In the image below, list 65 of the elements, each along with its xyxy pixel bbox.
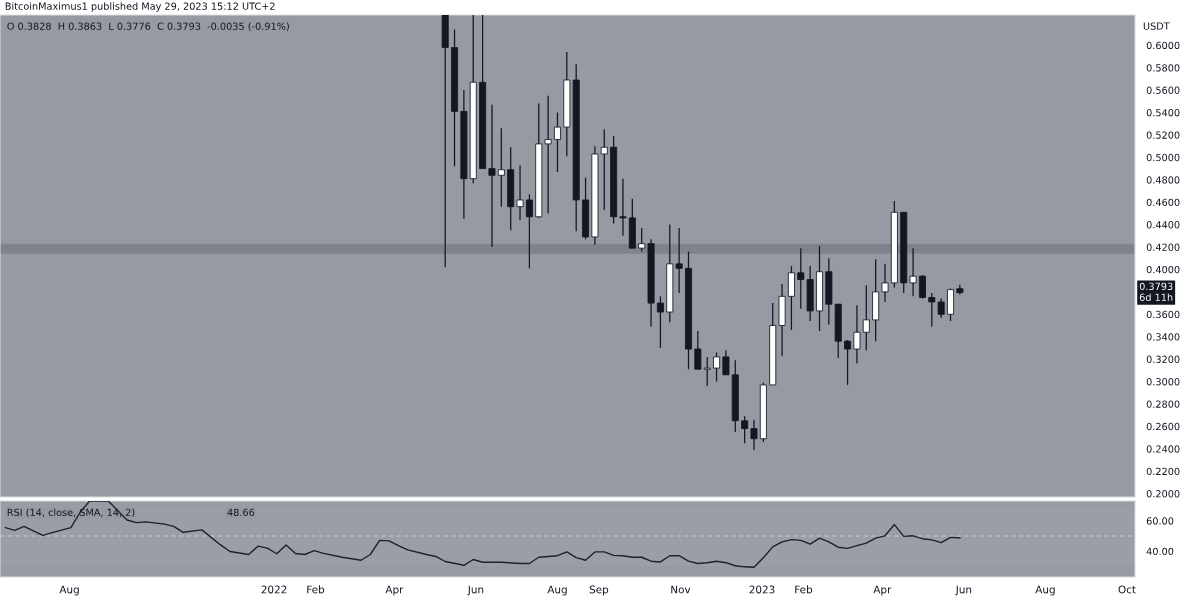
y-axis-title: USDT xyxy=(1143,22,1170,30)
candlestick xyxy=(497,127,505,208)
y-tick-label: 0.2200 xyxy=(1146,467,1180,476)
y-tick-label: 0.4600 xyxy=(1146,198,1180,207)
candlestick xyxy=(656,295,664,349)
y-tick-label: 0.5800 xyxy=(1146,64,1180,72)
y-tick-label: 0.4400 xyxy=(1146,221,1180,229)
y-tick-label: 0.2000 xyxy=(1146,490,1180,498)
annotation: 0.3793 6d 11h xyxy=(1139,282,1173,301)
y-tick-label: 0.5600 xyxy=(1146,86,1180,94)
candlestick xyxy=(553,111,561,173)
y-tick-label: 0.4800 xyxy=(1146,176,1180,184)
y-tick-label: 0.3600 xyxy=(1146,310,1180,319)
y-tick-label: 60.00 xyxy=(1146,517,1174,525)
candlestick xyxy=(713,351,721,383)
y-tick-label: 0.3000 xyxy=(1146,378,1180,386)
x-tick-label: Oct xyxy=(1118,585,1136,594)
x-tick-label: Feb xyxy=(795,585,813,594)
candlestick xyxy=(741,415,749,444)
y-tick-label: 0.6000 xyxy=(1146,41,1180,50)
y-tick-label: 0.2600 xyxy=(1146,422,1180,431)
x-tick-label: Aug xyxy=(59,585,79,596)
candlestick xyxy=(525,193,533,269)
candlestick xyxy=(750,419,758,451)
candlestick xyxy=(862,284,870,351)
candlestick xyxy=(918,274,926,300)
candlestick xyxy=(909,247,917,297)
annotation: 48.66 xyxy=(227,508,255,516)
x-tick-label: Apr xyxy=(873,585,892,596)
y-tick-label: 0.4000 xyxy=(1146,265,1180,274)
x-tick-label: Aug xyxy=(547,585,567,596)
text: BitcoinMaximus1 published May 29, 2023 15:12 UTC+2 xyxy=(5,2,275,12)
candlestick xyxy=(844,339,852,386)
annotation: O 0.3828 H 0.3863 L 0.3776 C 0.3793 -0.0035 (-0.91%) xyxy=(7,22,289,32)
candlestick xyxy=(722,349,730,376)
x-tick-label: Nov xyxy=(671,585,691,594)
candlestick xyxy=(638,227,646,253)
candlestick xyxy=(516,164,524,221)
x-tick-label: Sep xyxy=(589,585,609,596)
x-tick-label: 2023 xyxy=(749,585,775,594)
candlestick xyxy=(853,304,861,365)
x-tick-label: Aug xyxy=(1035,585,1055,596)
candlestick xyxy=(881,263,889,303)
x-tick-label: Jun xyxy=(955,585,972,596)
candlestick xyxy=(488,104,496,248)
y-tick-label: 0.5000 xyxy=(1146,153,1180,162)
x-tick-label: Feb xyxy=(307,585,325,594)
y-tick-label: 40.00 xyxy=(1146,547,1174,555)
candlestick xyxy=(675,227,683,294)
candlestick xyxy=(544,95,552,215)
candlestick xyxy=(787,265,795,331)
candlestick xyxy=(619,178,627,237)
y-tick-label: 0.5400 xyxy=(1146,109,1180,117)
x-tick-label: Jun xyxy=(467,585,484,596)
candlestick xyxy=(600,128,608,211)
y-tick-label: 0.4200 xyxy=(1146,243,1180,251)
y-tick-label: 0.3400 xyxy=(1146,333,1180,341)
y-tick-label: 0.3200 xyxy=(1146,355,1180,363)
x-tick-label: 2022 xyxy=(261,585,287,594)
text: RSI (14, close, SMA, 14, 2) xyxy=(7,508,135,518)
line-series xyxy=(4,501,961,568)
y-tick-label: 0.2400 xyxy=(1146,445,1180,453)
y-tick-label: 0.2800 xyxy=(1146,400,1180,408)
x-tick-label: Apr xyxy=(385,585,404,596)
y-tick-label: 0.5200 xyxy=(1146,131,1180,139)
